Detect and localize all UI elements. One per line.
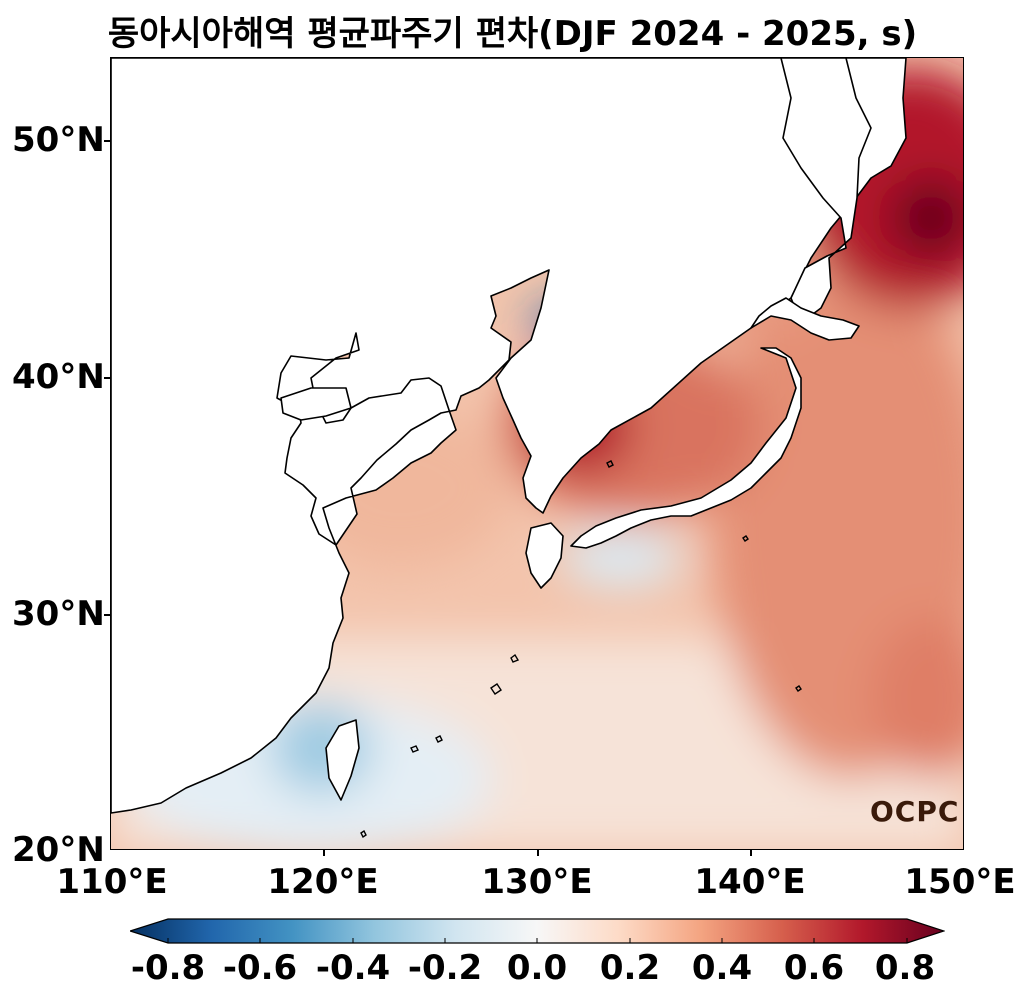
x-tick [323, 850, 325, 856]
y-tick [104, 377, 110, 379]
x-tick-label: 110°E [56, 862, 168, 902]
colorbar-tick-label: 0.0 [506, 948, 568, 988]
x-tick [750, 850, 752, 856]
y-tick-label: 30°N [12, 594, 105, 634]
colorbar-tick-label: 0.4 [691, 948, 753, 988]
y-tick-label: 20°N [12, 830, 105, 870]
colorbar-gradient [128, 918, 946, 944]
y-tick [104, 614, 110, 616]
colorbar [128, 918, 946, 944]
colorbar-tick-label: 0.6 [783, 948, 845, 988]
colorbar-tick-label: 0.2 [599, 948, 661, 988]
colorbar-tick-label: -0.4 [315, 948, 391, 988]
y-tick-label: 50°N [12, 120, 105, 160]
anomaly-field [111, 58, 963, 849]
x-tick-label: 140°E [694, 862, 806, 902]
colorbar-tick-label: -0.8 [130, 948, 206, 988]
x-tick-label: 150°E [904, 862, 1016, 902]
colorbar-tick-label: -0.6 [222, 948, 298, 988]
y-tick-label: 40°N [12, 357, 105, 397]
colorbar-tick-label: 0.8 [874, 948, 936, 988]
x-tick-label: 120°E [267, 862, 379, 902]
colorbar-tick-label: -0.2 [407, 948, 483, 988]
x-tick [537, 850, 539, 856]
y-tick [104, 140, 110, 142]
ocpc-logo: OCPC [870, 795, 960, 828]
x-tick-label: 130°E [481, 862, 593, 902]
map-panel [110, 57, 964, 850]
chart-title: 동아시아해역 평균파주기 편차(DJF 2024 - 2025, s) [107, 14, 918, 54]
